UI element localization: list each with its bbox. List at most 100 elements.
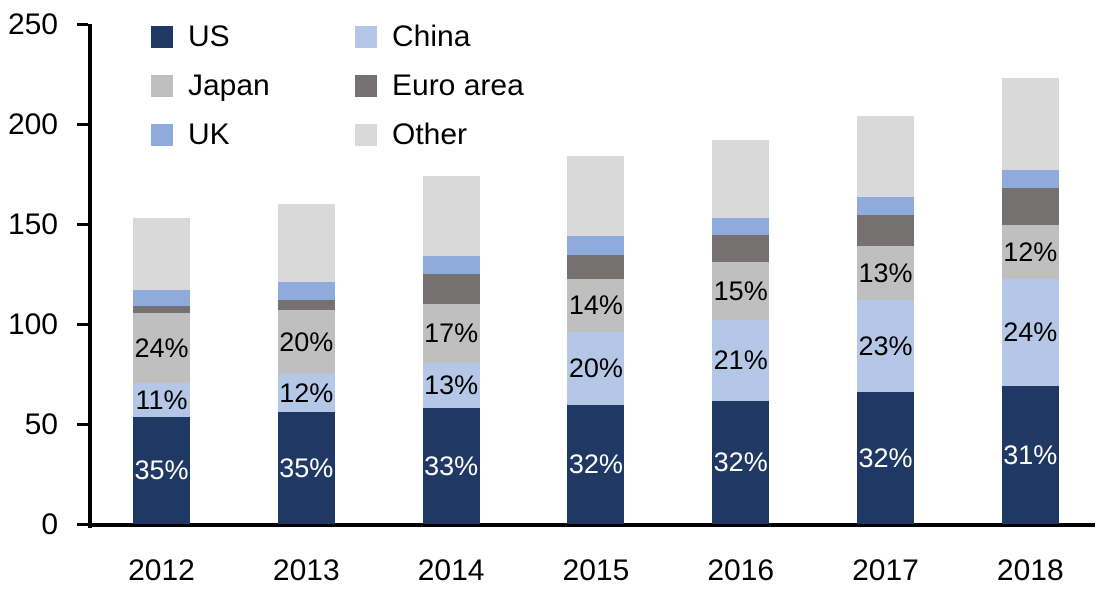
bar-segment-other-2015	[567, 156, 625, 236]
segment-value-label: 32%	[713, 447, 768, 477]
bar-segment-euro-area-2018	[1001, 188, 1059, 225]
bar-2016: 32% 21% 15%	[712, 140, 770, 524]
legend-item-euro-area: Euro area	[355, 71, 524, 101]
bar-segment-us-2012: 35%	[133, 417, 190, 524]
x-axis-category-label: 2015	[562, 554, 630, 587]
bar-segment-euro-area-2013	[277, 300, 335, 310]
x-axis-category-label: 2016	[707, 554, 775, 587]
segment-value-label: 17%	[424, 318, 479, 348]
bar-segment-china-2013: 12%	[277, 374, 335, 412]
segment-value-label: 20%	[568, 353, 623, 383]
legend-label-uk: UK	[188, 118, 230, 151]
x-axis-line	[88, 523, 1095, 527]
bar-segment-us-2014: 33%	[422, 408, 480, 524]
bar-2018: 31% 24% 12%	[1001, 78, 1059, 524]
bar-segment-other-2018	[1001, 78, 1059, 170]
legend-swatch-euro-area	[355, 75, 377, 97]
bar-segment-uk-2012	[133, 290, 190, 306]
bar-segment-uk-2017	[857, 197, 914, 215]
bar-segment-us-2017: 32%	[857, 392, 914, 524]
bar-segment-china-2012: 11%	[133, 383, 190, 417]
bar-segment-uk-2015	[567, 236, 625, 255]
x-axis-category-label: 2012	[128, 554, 195, 587]
legend-swatch-china	[355, 26, 377, 48]
bar-segment-other-2012	[133, 218, 190, 290]
segment-value-label: 12%	[279, 377, 334, 408]
bar-segment-uk-2014	[422, 256, 480, 274]
bar-segment-japan-2017: 13%	[857, 246, 914, 300]
bar-segment-other-2017	[857, 116, 914, 197]
bar-segment-china-2015: 20%	[567, 332, 625, 405]
segment-value-label: 35%	[279, 452, 334, 483]
legend-item-japan: Japan	[151, 71, 270, 101]
bar-segment-us-2013: 35%	[277, 412, 335, 524]
y-axis-tick-label: 50	[24, 408, 58, 441]
legend-label-china: China	[392, 20, 471, 53]
y-axis-tick	[77, 223, 88, 226]
legend-item-china: China	[355, 22, 470, 52]
bar-segment-euro-area-2012	[133, 306, 190, 313]
bar-segment-other-2013	[277, 204, 335, 282]
segment-value-label: 35%	[134, 455, 189, 485]
legend-label-japan: Japan	[188, 69, 270, 102]
bar-segment-japan-2012: 24%	[133, 313, 190, 383]
bar-segment-euro-area-2014	[422, 274, 480, 304]
segment-value-label: 15%	[713, 275, 768, 306]
segment-value-label: 23%	[858, 330, 913, 361]
bar-segment-euro-area-2017	[857, 215, 914, 246]
y-axis-tick	[77, 523, 88, 526]
bar-segment-uk-2018	[1001, 170, 1059, 188]
bar-segment-euro-area-2015	[567, 255, 625, 279]
x-axis-category-label: 2017	[852, 554, 919, 587]
segment-value-label: 20%	[279, 326, 334, 357]
bar-segment-us-2015: 32%	[567, 405, 625, 524]
segment-value-label: 32%	[568, 449, 623, 479]
x-axis-category-label: 2014	[417, 554, 485, 587]
bar-2015: 32% 20% 14%	[567, 156, 625, 524]
bar-segment-other-2014	[422, 176, 480, 256]
y-axis-tick-label: 250	[7, 8, 58, 41]
legend-swatch-us	[151, 26, 173, 48]
segment-value-label: 24%	[134, 332, 189, 363]
segment-value-label: 31%	[1003, 439, 1058, 470]
bar-2012: 35% 11% 24%	[133, 218, 190, 524]
bar-segment-euro-area-2016	[712, 235, 770, 262]
bar-segment-other-2016	[712, 140, 770, 218]
segment-value-label: 24%	[1003, 317, 1058, 347]
segment-value-label: 12%	[1003, 236, 1058, 267]
bar-2017: 32% 23% 13%	[857, 116, 914, 524]
bar-segment-china-2016: 21%	[712, 320, 770, 401]
bar-segment-uk-2013	[277, 282, 335, 300]
bar-segment-japan-2018: 12%	[1001, 225, 1059, 279]
segment-value-label: 13%	[858, 257, 913, 288]
legend-item-uk: UK	[151, 120, 230, 150]
segment-value-label: 13%	[424, 370, 479, 400]
y-axis-tick-label: 150	[7, 208, 58, 241]
legend-label-us: US	[188, 20, 230, 53]
legend-label-other: Other	[392, 118, 468, 151]
y-axis-line	[88, 24, 92, 528]
legend-item-us: US	[151, 22, 230, 52]
bar-segment-japan-2016: 15%	[712, 262, 770, 320]
y-axis-tick	[77, 23, 88, 26]
bar-segment-china-2017: 23%	[857, 300, 914, 392]
bar-segment-japan-2014: 17%	[422, 304, 480, 363]
bar-2013: 35% 12% 20%	[277, 204, 335, 524]
bar-segment-japan-2013: 20%	[277, 310, 335, 374]
segment-value-label: 32%	[858, 442, 913, 473]
segment-value-label: 14%	[568, 290, 623, 320]
y-axis-tick-label: 0	[41, 508, 58, 541]
bar-segment-china-2018: 24%	[1001, 279, 1059, 386]
bar-segment-us-2018: 31%	[1001, 386, 1059, 524]
legend-swatch-japan	[151, 75, 173, 97]
bar-segment-uk-2016	[712, 218, 770, 235]
y-axis-tick	[77, 423, 88, 426]
legend-item-other: Other	[355, 120, 467, 150]
segment-value-label: 21%	[713, 345, 768, 375]
bar-2014: 33% 13% 17%	[422, 176, 480, 524]
x-axis-category-label: 2018	[996, 554, 1064, 587]
legend-swatch-uk	[151, 124, 173, 146]
y-axis-tick-label: 100	[7, 308, 58, 341]
x-axis-category-label: 2013	[272, 554, 340, 587]
